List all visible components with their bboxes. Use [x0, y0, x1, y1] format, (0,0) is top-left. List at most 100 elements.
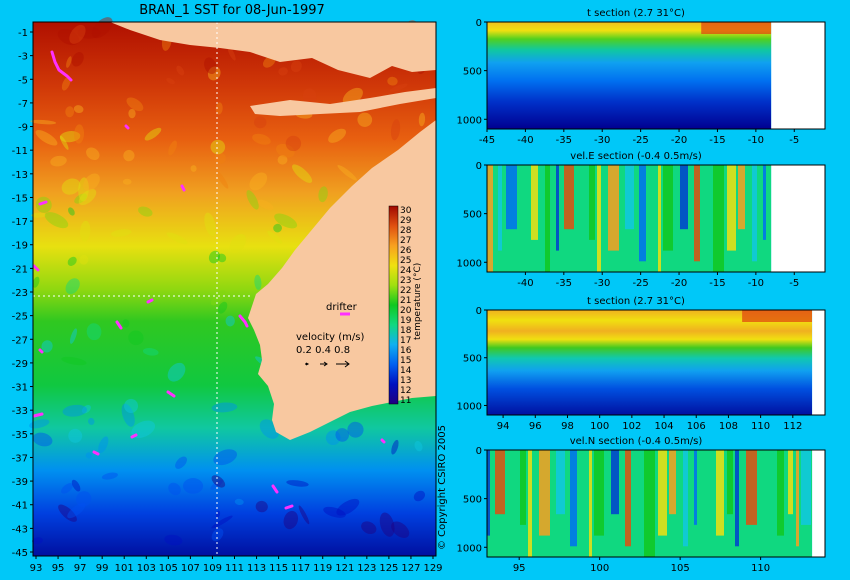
velocity-band — [589, 450, 592, 557]
map-y-tick-label: -31 — [12, 383, 28, 394]
eddy — [246, 190, 259, 210]
drifter-tracks — [32, 50, 386, 510]
map-x-tick-label: 93 — [30, 563, 43, 574]
eddy — [30, 119, 57, 125]
section-title: vel.E section (-0.4 0.5m/s) — [570, 151, 702, 162]
eddy — [31, 212, 47, 218]
map-y-tick-label: -25 — [12, 312, 28, 323]
eddy — [81, 404, 91, 414]
eddy — [122, 319, 130, 328]
eddy — [62, 404, 88, 417]
section-x-tick-label: -20 — [671, 278, 687, 289]
velocity-band — [650, 165, 655, 240]
eddy — [79, 220, 91, 242]
eddy — [204, 57, 217, 75]
drifter-track — [238, 314, 249, 328]
velocity-band — [539, 450, 550, 536]
map-y-tick-label: -11 — [12, 146, 28, 157]
eddy — [86, 147, 100, 161]
section-y-tick-label: 500 — [463, 354, 482, 365]
eddy — [229, 233, 247, 254]
velocity-band — [705, 165, 709, 240]
eddy — [58, 504, 77, 522]
colorbar-tick-label: 22 — [400, 286, 411, 296]
eddy — [257, 199, 274, 211]
map-x-tick-label: 101 — [115, 563, 134, 574]
section-x-tick-label: -40 — [517, 278, 533, 289]
map-x-tick-label: 117 — [291, 563, 310, 574]
eddy — [389, 83, 408, 92]
section-x-tick-label: 100 — [590, 563, 609, 574]
eddy — [211, 528, 224, 542]
surface-warm-band — [742, 310, 813, 322]
eddy — [166, 232, 188, 245]
eddy — [77, 26, 101, 39]
colorbar-tick-label: 29 — [400, 216, 412, 226]
section-x-tick-label: 102 — [622, 421, 641, 432]
section-panel-1: t section (2.7 31°C) -45 -40 -35 -30 -25 -20 -1… — [457, 8, 826, 146]
eddy — [298, 505, 310, 525]
map-x-tick-label: 113 — [247, 563, 266, 574]
section-x-tick-label: -15 — [709, 135, 725, 146]
map-y-tick-label: -23 — [12, 288, 28, 299]
copyright-text: © Copyright CSIRO 2005 — [437, 425, 448, 550]
colorbar-tick-label: 23 — [400, 276, 411, 286]
eddy — [211, 475, 226, 488]
map-x-tick-label: 99 — [96, 563, 109, 574]
section-field — [487, 22, 772, 129]
velocity-band — [727, 165, 736, 251]
map-y-tick-label: -3 — [18, 52, 28, 63]
eddy — [29, 419, 50, 429]
eddy — [273, 223, 282, 233]
velocity-band — [702, 450, 712, 557]
section-x-tick-label: 110 — [751, 563, 770, 574]
section-x-tick-label: 104 — [655, 421, 674, 432]
section-land — [812, 450, 825, 557]
section-x-tick-label: -25 — [632, 278, 648, 289]
map-y-tick-label: -17 — [12, 217, 28, 228]
eddy — [166, 77, 175, 85]
eddy — [210, 290, 226, 306]
eddy — [110, 229, 132, 237]
colorbar-tick-label: 19 — [400, 316, 412, 326]
eddy — [204, 212, 216, 237]
drifter-track — [166, 390, 176, 398]
eddy — [121, 403, 135, 427]
velocity-arrows — [305, 360, 350, 368]
map-y-tick-label: -9 — [18, 123, 28, 134]
eddy — [285, 135, 302, 152]
section-x-tick-label: 95 — [513, 563, 526, 574]
eddy — [78, 177, 89, 202]
map-y-tick-label: -5 — [18, 75, 28, 86]
eddy — [79, 254, 89, 265]
section-x-tick-label: -40 — [517, 135, 533, 146]
map-x-tick-label: 123 — [357, 563, 376, 574]
velocity-band — [528, 450, 532, 557]
eddy — [328, 128, 346, 143]
eddy — [218, 301, 228, 314]
eddy — [32, 276, 40, 288]
section-land — [812, 310, 825, 415]
velocity-band — [509, 450, 517, 547]
velocity-band — [683, 450, 688, 547]
eddy — [88, 417, 95, 425]
colorbar-tick-label: 13 — [400, 376, 411, 386]
eddy — [211, 515, 233, 529]
drifter-track — [284, 504, 294, 510]
section-field — [487, 310, 813, 415]
map-y-tick-label: -21 — [12, 264, 28, 275]
land-timor — [250, 88, 436, 116]
eddy — [122, 178, 132, 185]
eddy — [210, 139, 226, 155]
map-y-tick-label: -1 — [18, 28, 28, 39]
eddy — [65, 106, 75, 118]
velocity-band — [556, 450, 565, 515]
velocity-band — [594, 450, 604, 536]
colorbar-tick-label: 21 — [400, 296, 411, 306]
colorbar-tick-label: 27 — [400, 236, 411, 246]
eddy — [391, 439, 399, 455]
velocity-band — [777, 450, 784, 536]
eddy — [210, 479, 224, 490]
section-title: vel.N section (-0.4 0.5m/s) — [570, 436, 703, 447]
eddy — [387, 76, 398, 86]
